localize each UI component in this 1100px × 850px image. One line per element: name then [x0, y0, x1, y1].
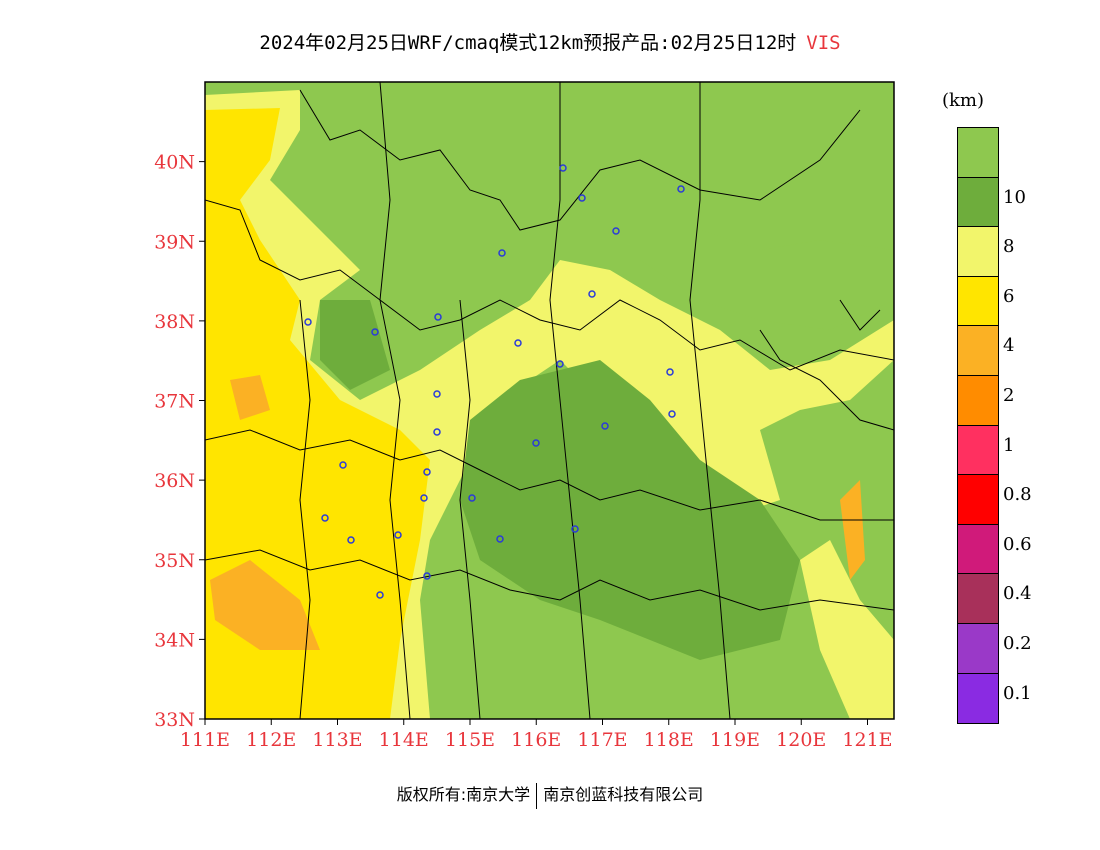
- colorbar-segment: [958, 276, 998, 327]
- city-marker: [339, 461, 347, 469]
- city-marker: [514, 339, 522, 347]
- city-marker: [556, 360, 564, 368]
- company-text: 南京创蓝科技有限公司: [543, 785, 704, 804]
- colorbar-label: 0.4: [1003, 583, 1032, 605]
- lat-tick-label: 36N: [154, 470, 195, 492]
- lat-tick-label: 34N: [154, 629, 195, 651]
- title-variable: VIS: [806, 32, 841, 54]
- city-marker: [423, 468, 431, 476]
- copyright-text: 版权所有:南京大学: [396, 785, 531, 804]
- legend-unit: (km): [942, 90, 985, 111]
- colorbar-label: 6: [1003, 285, 1015, 307]
- city-marker: [321, 514, 329, 522]
- colorbar-label: 8: [1003, 236, 1015, 258]
- colorbar-label: 2: [1003, 385, 1015, 406]
- city-marker: [433, 428, 441, 436]
- lon-tick-label: 117E: [577, 729, 627, 751]
- vis-area-high-north: [640, 230, 894, 330]
- colorbar-segment: [958, 524, 998, 575]
- vis-area-2-4-a: [210, 560, 320, 650]
- admin-boundaries: [205, 82, 894, 719]
- city-marker: [677, 185, 685, 193]
- lon-tick-label: 111E: [180, 729, 230, 751]
- city-marker: [468, 494, 476, 502]
- colorbar-label: 0.2: [1003, 633, 1032, 654]
- lat-axis: 40N 39N 38N 37N 36N 35N 34N 33N: [154, 152, 205, 731]
- city-marker: [498, 249, 506, 257]
- city-marker: [304, 318, 312, 326]
- colorbar-segment: [958, 425, 998, 476]
- lon-tick-label: 118E: [644, 729, 694, 751]
- city-marker: [578, 194, 586, 202]
- lat-tick-label: 37N: [154, 391, 195, 413]
- vis-area-8-10-central: [460, 360, 800, 660]
- colorbar-label: 1: [1003, 434, 1015, 456]
- city-marker: [559, 164, 567, 172]
- lat-tick-label: 35N: [154, 550, 195, 572]
- lon-axis: 111E 112E 113E 114E 115E 116E 117E 118E 119E 120E…: [180, 719, 893, 751]
- lon-tick-label: 115E: [445, 729, 495, 751]
- visibility-field: [205, 82, 894, 719]
- lat-tick-label: 38N: [154, 311, 195, 333]
- colorbar-segment: [958, 128, 998, 178]
- footer-separator: [536, 782, 538, 809]
- lat-tick-label: 33N: [154, 709, 195, 731]
- footer: 版权所有:南京大学 南京创蓝科技有限公司: [0, 781, 1100, 809]
- colorbar-segment: [958, 673, 998, 724]
- city-marker: [668, 410, 676, 418]
- city-marker: [376, 591, 384, 599]
- city-marker: [532, 439, 540, 447]
- colorbar-label: 0.1: [1003, 682, 1032, 704]
- lon-tick-label: 120E: [776, 729, 826, 751]
- lon-tick-label: 121E: [842, 729, 892, 751]
- colorbar: [957, 127, 999, 725]
- city-marker: [612, 227, 620, 235]
- lon-tick-label: 119E: [710, 729, 760, 751]
- title-text: 2024年02月25日WRF/cmaq模式12km预报产品:02月25日12时: [259, 32, 797, 54]
- city-marker: [371, 328, 379, 336]
- lon-tick-label: 113E: [312, 729, 362, 751]
- lat-tick-label: 39N: [154, 231, 195, 253]
- lon-tick-label: 112E: [246, 729, 296, 751]
- colorbar-segment: [958, 177, 998, 228]
- vis-area-2-4-b: [230, 375, 270, 420]
- city-marker: [423, 572, 431, 580]
- city-marker: [434, 313, 442, 321]
- lon-tick-label: 114E: [379, 729, 429, 751]
- lon-tick-label: 116E: [511, 729, 561, 751]
- city-marker: [571, 525, 579, 533]
- city-marker: [347, 536, 355, 544]
- city-markers: [304, 164, 685, 599]
- colorbar-segment: [958, 623, 998, 674]
- city-marker: [666, 368, 674, 376]
- city-marker: [394, 531, 402, 539]
- colorbar-label: 10: [1003, 186, 1026, 208]
- city-marker: [420, 494, 428, 502]
- colorbar-segment: [958, 475, 998, 525]
- colorbar-segment: [958, 326, 998, 376]
- vis-area-2-4-c: [840, 480, 865, 580]
- city-marker: [588, 290, 596, 298]
- colorbar-label: 0.6: [1003, 533, 1032, 555]
- colorbar-label: 0.8: [1003, 484, 1032, 506]
- colorbar-segment: [958, 574, 998, 624]
- city-marker: [601, 422, 609, 430]
- vis-area-6-8-se: [800, 540, 894, 719]
- colorbar-segment: [958, 375, 998, 426]
- colorbar-segment: [958, 227, 998, 277]
- colorbar-label: 4: [1003, 335, 1015, 357]
- lat-tick-label: 40N: [154, 152, 195, 174]
- city-marker: [433, 390, 441, 398]
- city-marker: [496, 535, 504, 543]
- map-title: 2024年02月25日WRF/cmaq模式12km预报产品:02月25日12时 V…: [0, 28, 1100, 55]
- vis-area-8-10-west: [320, 300, 390, 390]
